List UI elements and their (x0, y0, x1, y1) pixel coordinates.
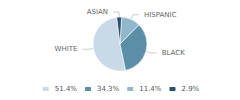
svg-text:51.4%: 51.4% (55, 85, 78, 93)
svg-text:ASIAN: ASIAN (87, 8, 108, 16)
svg-text:BLACK: BLACK (162, 49, 185, 57)
svg-text:WHITE: WHITE (54, 45, 77, 53)
svg-text:HISPANIC: HISPANIC (144, 11, 177, 19)
svg-text:11.4%: 11.4% (139, 85, 162, 93)
svg-text:34.3%: 34.3% (97, 85, 120, 93)
svg-text:2.9%: 2.9% (181, 85, 199, 93)
